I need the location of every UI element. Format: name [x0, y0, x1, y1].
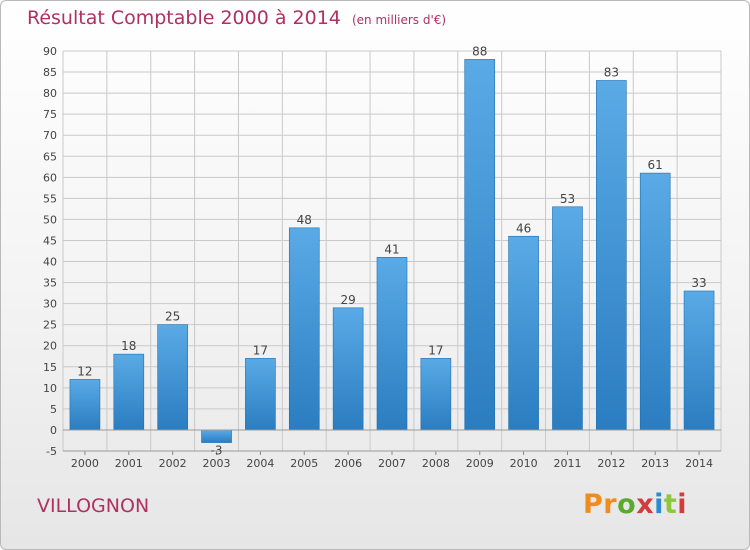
logo-letter: x [636, 489, 655, 520]
x-tick-label: 2011 [553, 457, 581, 470]
x-tick-label: 2007 [378, 457, 406, 470]
commune-name: VILLOGNON [37, 495, 150, 517]
y-tick-label: 20 [43, 340, 57, 353]
x-tick-label: 2010 [510, 457, 538, 470]
bar-2010 [508, 235, 539, 431]
x-tick-label: 2006 [334, 457, 362, 470]
x-tick-label: 2014 [685, 457, 713, 470]
logo-letter: P [583, 489, 604, 520]
y-tick-label: 70 [43, 129, 57, 142]
data-label-2014: 33 [691, 276, 706, 290]
chart-title-unit: (en milliers d'€) [351, 13, 447, 27]
logo-letter: i [677, 489, 688, 520]
labels: -5 0 5 10 15 20 25 30 35 40 45 50 55 60 65 70 75 80 85 90 12… [43, 44, 713, 470]
data-label-2003: -3 [211, 444, 223, 458]
y-tick-label: 25 [43, 319, 57, 332]
x-tick-label: 2005 [290, 457, 318, 470]
y-tick-label: 90 [43, 45, 57, 58]
y-tick-label: 45 [43, 234, 57, 247]
x-tick-label: 2004 [246, 457, 274, 470]
bar-2003 [201, 429, 232, 443]
data-label-2005: 48 [297, 213, 312, 227]
logo-letter: i [654, 489, 664, 520]
x-tick-label: 2009 [466, 457, 494, 470]
y-tick-label: 55 [43, 192, 57, 205]
y-tick-label: -5 [46, 445, 57, 458]
bar-2011 [552, 206, 583, 431]
data-label-2010: 46 [516, 221, 531, 235]
y-tick-label: 15 [43, 361, 57, 374]
chart-title: Résultat Comptable 2000 à 2014 (en milli… [27, 7, 446, 29]
data-label-2008: 17 [428, 343, 443, 357]
data-label-2000: 12 [77, 364, 92, 378]
data-label-2011: 53 [560, 192, 575, 206]
y-tick-label: 80 [43, 87, 57, 100]
bar-2001 [113, 353, 145, 431]
x-tick-label: 2003 [203, 457, 231, 470]
bar-2009 [464, 59, 496, 431]
y-tick-label: 40 [43, 256, 57, 269]
bar-2006 [332, 307, 364, 431]
y-tick-label: 10 [43, 382, 57, 395]
axes [63, 429, 721, 455]
x-tick-label: 2012 [597, 457, 625, 470]
x-tick-label: 2001 [115, 457, 143, 470]
y-tick-label: 60 [43, 171, 57, 184]
data-label-2013: 61 [648, 158, 663, 172]
logo-letter: r [603, 489, 618, 520]
data-label-2002: 25 [165, 310, 180, 324]
data-label-2004: 17 [253, 343, 268, 357]
y-tick-label: 50 [43, 213, 57, 226]
y-tick-label: 30 [43, 298, 57, 311]
x-tick-label: 2013 [641, 457, 669, 470]
x-tick-label: 2002 [159, 457, 187, 470]
proxiti-logo: Proxiti [583, 489, 687, 520]
x-tick-label: 2000 [71, 457, 99, 470]
bar-2013 [639, 172, 671, 431]
data-label-2006: 29 [340, 293, 355, 307]
y-tick-label: 65 [43, 150, 57, 163]
data-label-2012: 83 [604, 65, 619, 79]
chart-title-main: Résultat Comptable 2000 à 2014 [27, 7, 341, 29]
bar-2004 [245, 358, 276, 431]
y-tick-label: 35 [43, 277, 57, 290]
bar-2012 [596, 80, 627, 431]
x-tick-label: 2008 [422, 457, 450, 470]
bar-2002 [157, 324, 188, 431]
y-tick-label: 75 [43, 108, 57, 121]
logo-letter: o [617, 489, 637, 520]
y-tick-label: 5 [50, 403, 57, 416]
bar-2007 [376, 257, 408, 431]
bar-2005 [288, 227, 320, 431]
logo-letter: t [663, 489, 678, 520]
bars [69, 59, 715, 443]
y-tick-label: 0 [50, 424, 57, 437]
y-tick-label: 85 [43, 66, 57, 79]
data-label-2001: 18 [121, 339, 136, 353]
bar-2008 [420, 358, 452, 431]
data-label-2007: 41 [384, 242, 399, 256]
data-label-2009: 88 [472, 44, 487, 58]
bar-2014 [683, 290, 715, 431]
bar-2000 [69, 379, 101, 431]
